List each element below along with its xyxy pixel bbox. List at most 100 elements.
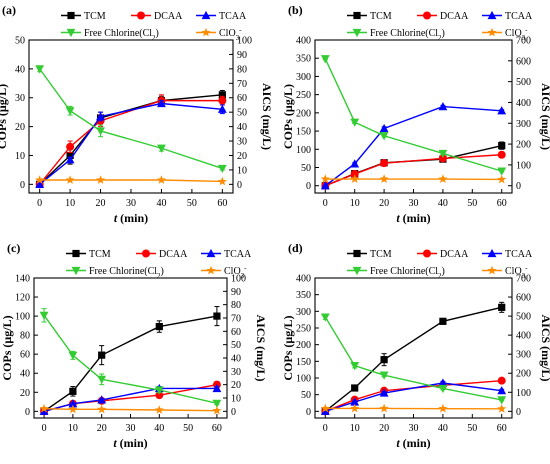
plot-frame — [34, 278, 227, 418]
y-right-tick-label: 100 — [516, 160, 531, 171]
y-tick-label: 200 — [296, 108, 311, 119]
y-right-tick-label: 0 — [516, 407, 521, 418]
series-legend-label: TCAA — [505, 11, 533, 22]
series-dcaa — [321, 151, 505, 190]
y-right-tick-label: 0 — [237, 180, 242, 191]
data-point — [498, 304, 505, 311]
x-tick-label: 10 — [65, 198, 75, 209]
y-right-tick-label: 50 — [231, 340, 241, 351]
data-point — [380, 159, 388, 167]
panel-label: (a) — [2, 3, 16, 17]
legend-swatch-marker — [487, 266, 496, 275]
y-tick-label: 300 — [296, 307, 311, 318]
panel-label: (c) — [7, 241, 20, 255]
series-legend-label: TCAA — [224, 249, 252, 260]
series-free-chlorine-cl — [321, 55, 506, 176]
data-point — [69, 388, 76, 395]
y-right-tick-label: 10 — [231, 394, 241, 405]
x-tick-label: 30 — [409, 423, 419, 434]
y-right-tick-label: 500 — [516, 77, 531, 88]
x-tick-label: 50 — [183, 423, 193, 434]
y-right-tick-label: 20 — [231, 380, 241, 391]
data-point — [498, 151, 506, 159]
data-point — [155, 405, 164, 414]
data-point — [218, 165, 227, 173]
series-line — [325, 307, 501, 411]
y-right-tick-label: 200 — [516, 369, 531, 380]
x-tick-label: 60 — [497, 198, 507, 209]
legend-swatch-marker — [206, 266, 215, 275]
x-tick-label: 30 — [409, 198, 419, 209]
y-tick-label: 100 — [15, 312, 30, 323]
y-axis-title: COPs (μg/L) — [0, 315, 14, 380]
x-tick-label: 30 — [126, 198, 136, 209]
y-right-axis-title: AICS (mg/L) — [260, 83, 274, 150]
y-tick-label: 20 — [20, 388, 30, 399]
y-tick-label: 50 — [301, 163, 311, 174]
y-right-tick-label: 100 — [237, 36, 252, 47]
series-legend-label: TCM — [370, 11, 392, 22]
x-tick-label: 40 — [438, 423, 448, 434]
series-clo — [35, 175, 227, 185]
data-point — [350, 119, 359, 127]
series-clo — [321, 404, 507, 413]
x-tick-label: 30 — [126, 423, 136, 434]
series-legend-label: DCAA — [154, 11, 183, 22]
data-point — [321, 313, 330, 321]
x-tick-label: 60 — [497, 423, 507, 434]
y-right-tick-label: 80 — [231, 300, 241, 311]
data-point — [213, 312, 220, 319]
x-tick-label: 50 — [467, 423, 477, 434]
y-right-tick-label: 30 — [231, 367, 241, 378]
y-right-tick-label: 70 — [231, 314, 241, 325]
series-free-chlorine-cl — [40, 309, 222, 408]
data-point — [98, 352, 105, 359]
x-tick-label: 10 — [68, 423, 78, 434]
y-tick-label: 400 — [296, 274, 311, 285]
x-axis-title: t (min) — [396, 211, 430, 225]
series-legend-label: DCAA — [440, 11, 469, 22]
y-right-tick-label: 50 — [237, 108, 247, 119]
x-tick-label: 20 — [379, 423, 389, 434]
data-point — [96, 175, 105, 184]
data-point — [380, 404, 389, 413]
series-legend-label: TCAA — [219, 11, 247, 22]
x-tick-label: 40 — [154, 423, 164, 434]
y-right-tick-label: 500 — [516, 312, 531, 323]
y-tick-label: 250 — [296, 324, 311, 335]
y-tick-label: 10 — [15, 151, 25, 162]
x-tick-label: 10 — [350, 423, 360, 434]
y-right-tick-label: 30 — [237, 137, 247, 148]
data-point — [497, 396, 506, 404]
y-right-tick-label: 400 — [516, 331, 531, 342]
legend-swatch-marker — [142, 250, 150, 258]
data-point — [351, 384, 358, 391]
legend-swatch-marker — [353, 12, 360, 19]
x-tick-label: 40 — [438, 198, 448, 209]
y-right-tick-label: 600 — [516, 56, 531, 67]
data-point — [497, 175, 506, 184]
x-tick-label: 50 — [187, 198, 197, 209]
x-tick-label: 0 — [323, 423, 328, 434]
data-point — [97, 405, 106, 414]
y-tick-label: 150 — [296, 127, 311, 138]
legend-swatch-marker — [423, 12, 431, 20]
y-tick-label: 350 — [296, 290, 311, 301]
y-right-tick-label: 300 — [516, 350, 531, 361]
y-tick-label: 140 — [15, 274, 30, 285]
x-tick-label: 60 — [217, 198, 227, 209]
y-tick-label: 300 — [296, 72, 311, 83]
plot-frame — [315, 40, 512, 193]
x-axis-title: t (min) — [114, 211, 148, 225]
y-right-axis-title: AICS (mg/L) — [539, 83, 550, 150]
y-tick-label: 0 — [20, 180, 25, 191]
x-tick-label: 40 — [156, 198, 166, 209]
series-legend-label: TCAA — [505, 249, 533, 260]
series-free-chlorine-cl — [321, 313, 506, 404]
data-point — [157, 175, 166, 184]
